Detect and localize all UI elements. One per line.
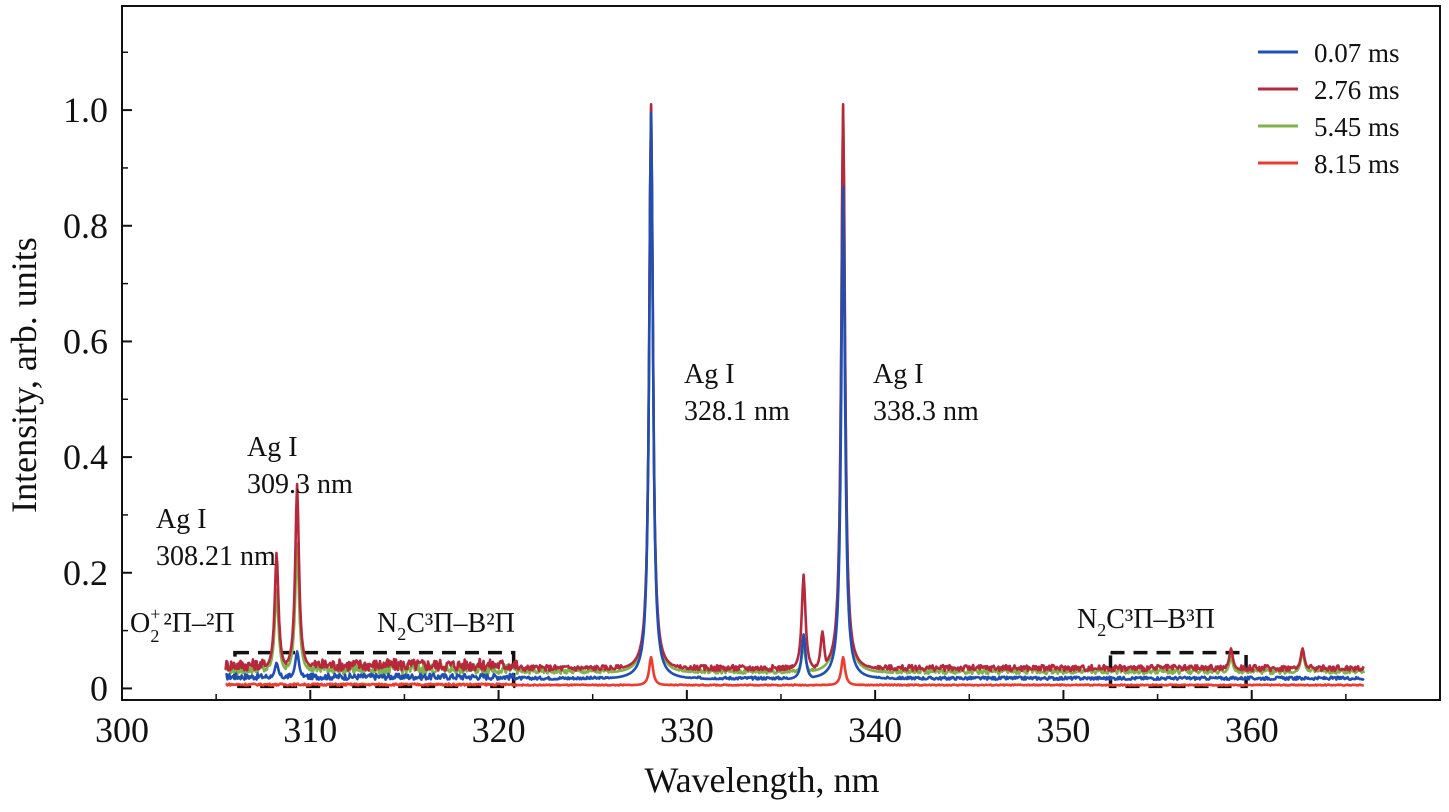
- peak-label-wavelength: 309.3 nm: [247, 469, 353, 500]
- y-tick-label: 0.2: [63, 553, 108, 593]
- x-tick-label: 330: [660, 710, 714, 750]
- y-tick-label: 0.6: [63, 321, 108, 361]
- band-label: N2C³Π–B³Π: [1077, 604, 1215, 640]
- x-tick-label: 340: [848, 710, 902, 750]
- peak-label-wavelength: 328.1 nm: [684, 396, 790, 427]
- x-tick-label: 320: [472, 710, 526, 750]
- series-line: [224, 103, 1365, 673]
- series-lines: [224, 103, 1365, 687]
- x-tick-label: 300: [95, 710, 149, 750]
- series-line: [224, 105, 1365, 676]
- legend-label: 2.76 ms: [1314, 75, 1400, 105]
- series-line: [225, 111, 1365, 682]
- series-line: [225, 655, 1365, 687]
- x-tick-label: 360: [1225, 710, 1279, 750]
- plot-border: [121, 5, 1441, 701]
- plot-frame: [121, 5, 1441, 701]
- legend-label: 8.15 ms: [1314, 149, 1400, 179]
- y-tick-label: 0: [90, 668, 108, 708]
- y-axis-title: Intensity, arb. units: [4, 237, 44, 513]
- peak-label-wavelength: 338.3 nm: [873, 396, 979, 427]
- axis-ticks: 300 310 320 330 340 350 360 0 0.2 0.4 0.6 0.8 1.0: [63, 51, 1347, 750]
- x-tick-label: 310: [283, 710, 337, 750]
- y-tick-label: 0.4: [63, 437, 108, 477]
- x-tick-label: 350: [1036, 710, 1090, 750]
- peak-label-name: Ag I: [156, 504, 207, 535]
- band-label: O+ 2 ²Π–²Π: [130, 604, 235, 646]
- y-tick-label: 0.8: [63, 206, 108, 246]
- legend: 0.07 ms 2.76 ms 5.45 ms 8.15 ms: [1258, 38, 1400, 179]
- peak-label-name: Ag I: [873, 359, 924, 390]
- peak-label-name: Ag I: [684, 359, 735, 390]
- band-label: N2C³Π–B²Π: [377, 608, 515, 644]
- peak-label-wavelength: 308.21 nm: [156, 541, 276, 572]
- y-tick-label: 1.0: [63, 90, 108, 130]
- x-axis-title: Wavelength, nm: [644, 760, 879, 800]
- legend-label: 0.07 ms: [1314, 38, 1400, 68]
- peak-label-name: Ag I: [247, 432, 298, 463]
- annotations: Ag I 308.21 nm Ag I 309.3 nm Ag I 328.1 nm Ag …: [130, 359, 1215, 646]
- legend-label: 5.45 ms: [1314, 112, 1400, 142]
